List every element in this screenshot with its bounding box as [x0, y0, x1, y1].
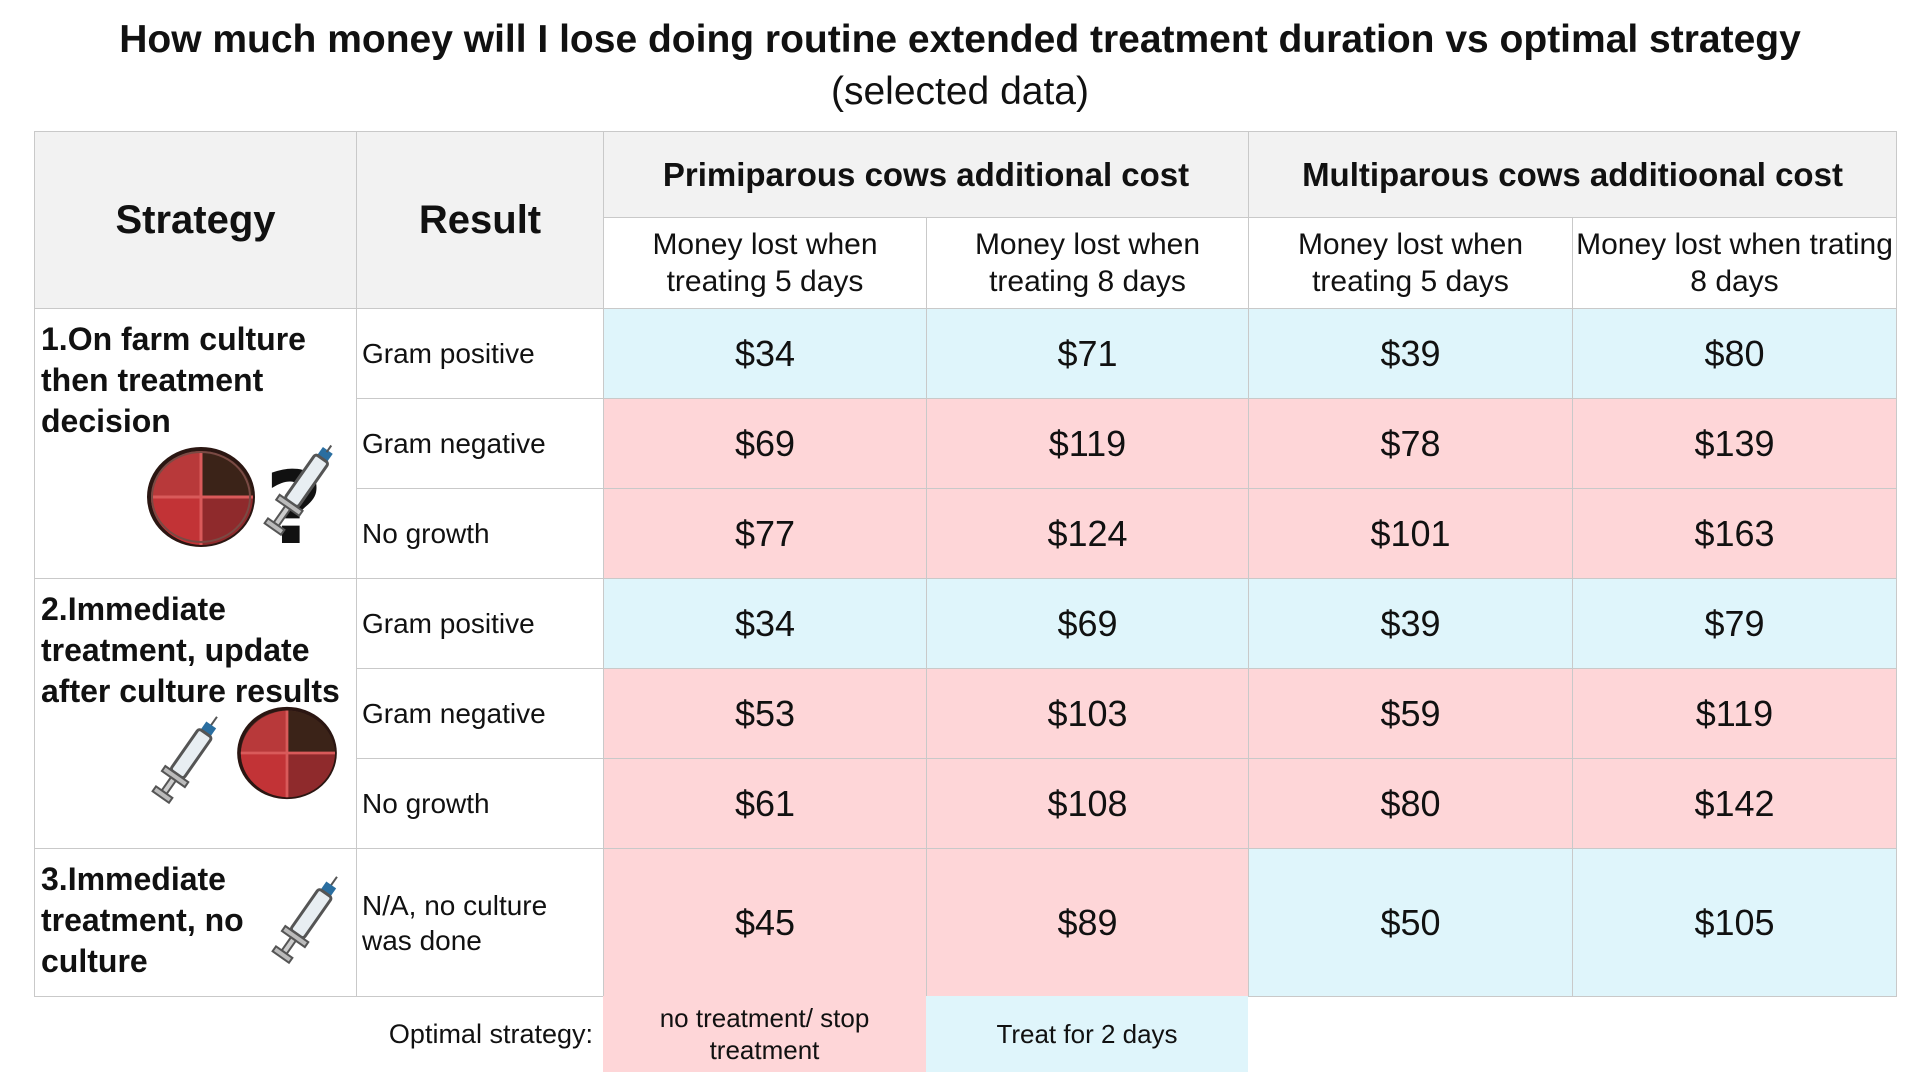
table-row: 3.Immediate treatment, no culture N/A, n…: [34, 848, 1897, 997]
value-cell: $108: [926, 758, 1249, 849]
strategy-2-label: 2.Immediate treatment, update after cult…: [41, 591, 340, 709]
value-cell: $59: [1248, 668, 1573, 759]
header-multiparous: Multiparous cows additioonal cost: [1248, 131, 1897, 218]
value-cell: $163: [1572, 488, 1897, 579]
table-row: No growth $61 $108 $80 $142: [35, 758, 1897, 849]
value-cell: $50: [1248, 848, 1573, 997]
strategy-3-cell: 3.Immediate treatment, no culture: [34, 848, 357, 997]
value-cell: $119: [926, 398, 1249, 489]
value-cell: $89: [926, 848, 1249, 997]
value-cell: $61: [603, 758, 927, 849]
value-cell: $105: [1572, 848, 1897, 997]
header-prim-5-days: Money lost when treating 5 days: [603, 217, 927, 309]
syringe-question-icon: ?: [263, 435, 333, 567]
value-cell: $79: [1572, 578, 1897, 669]
value-cell: $34: [603, 578, 927, 669]
legend-label: Optimal strategy:: [388, 1018, 593, 1049]
value-cell: $139: [1572, 398, 1897, 489]
value-cell: $69: [603, 398, 927, 489]
syringe-icon: [151, 713, 221, 814]
table-row: Gram negative $53 $103 $59 $119: [35, 668, 1897, 759]
syringe-icon: [271, 871, 341, 976]
legend: Optimal strategy: no treatment/ stop tre…: [34, 996, 1248, 1072]
petri-dish-icon: [145, 445, 257, 554]
legend-item-no-treatment: no treatment/ stop treatment: [603, 996, 926, 1072]
value-cell: $71: [926, 308, 1249, 399]
cost-table: Strategy Result Primiparous cows additio…: [34, 131, 1897, 997]
page-subtitle: (selected data): [831, 70, 1089, 113]
value-cell: $124: [926, 488, 1249, 579]
legend-item-treat-2-days: Treat for 2 days: [926, 996, 1248, 1072]
petri-dish-icon: [235, 705, 339, 806]
result-label: Gram positive: [356, 308, 604, 399]
header-multi-8-days: Money lost when trating 8 days: [1572, 217, 1897, 309]
header-strategy: Strategy: [34, 131, 357, 309]
strategy-1-label: 1.On farm culture then treatment decisio…: [41, 321, 306, 439]
table-row: 1.On farm culture then treatment decisio…: [34, 308, 1897, 579]
value-cell: $80: [1248, 758, 1573, 849]
result-label: Gram positive: [356, 578, 604, 669]
table-row: No growth $77 $124 $101 $163: [35, 488, 1897, 579]
result-label: Gram negative: [356, 668, 604, 759]
header-primiparous: Primiparous cows additional cost: [603, 131, 1249, 218]
table-row: 2.Immediate treatment, update after cult…: [34, 578, 1897, 849]
value-cell: $101: [1248, 488, 1573, 579]
value-cell: $142: [1572, 758, 1897, 849]
value-cell: $69: [926, 578, 1249, 669]
result-label: N/A, no culture was done: [356, 848, 604, 997]
strategy-3-label: 3.Immediate treatment, no culture: [41, 861, 244, 979]
value-cell: $53: [603, 668, 927, 759]
value-cell: $77: [603, 488, 927, 579]
value-cell: $39: [1248, 308, 1573, 399]
value-cell: $78: [1248, 398, 1573, 489]
result-label: No growth: [356, 758, 604, 849]
value-cell: $45: [603, 848, 927, 997]
strategy-1-cell: 1.On farm culture then treatment decisio…: [34, 308, 357, 579]
strategy-2-cell: 2.Immediate treatment, update after cult…: [34, 578, 357, 849]
page-title: How much money will I lose doing routine…: [119, 18, 1801, 61]
result-label: Gram negative: [356, 398, 604, 489]
value-cell: $119: [1572, 668, 1897, 759]
header-multi-5-days: Money lost when treating 5 days: [1248, 217, 1573, 309]
value-cell: $80: [1572, 308, 1897, 399]
value-cell: $39: [1248, 578, 1573, 669]
header-prim-8-days: Money lost when treating 8 days: [926, 217, 1249, 309]
table-row: Gram negative $69 $119 $78 $139: [35, 398, 1897, 489]
value-cell: $34: [603, 308, 927, 399]
result-label: No growth: [356, 488, 604, 579]
header-result: Result: [356, 131, 604, 309]
value-cell: $103: [926, 668, 1249, 759]
